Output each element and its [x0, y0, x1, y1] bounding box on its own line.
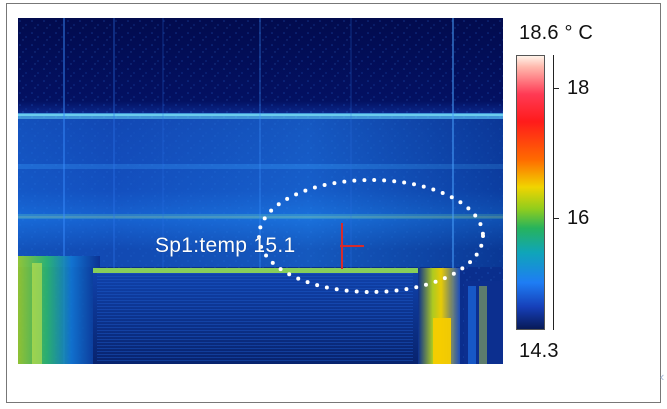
- tick-label-16: 16: [567, 207, 590, 229]
- temperature-color-scale: [516, 55, 545, 330]
- thermal-scene: [18, 18, 503, 364]
- highlight-ellipse: [257, 178, 485, 294]
- spot-temperature-label: Sp1:temp 15.1: [155, 234, 296, 257]
- corner-mark-icon: ‹: [660, 369, 665, 384]
- scale-max-label: 18.6 ° C: [519, 22, 594, 44]
- thermal-image: Sp1:temp 15.1: [18, 18, 503, 364]
- scale-min-label: 14.3: [519, 340, 559, 362]
- tick-18: [553, 88, 559, 89]
- scale-axis: [553, 55, 554, 330]
- tick-16: [553, 218, 559, 219]
- tick-label-18: 18: [567, 77, 590, 99]
